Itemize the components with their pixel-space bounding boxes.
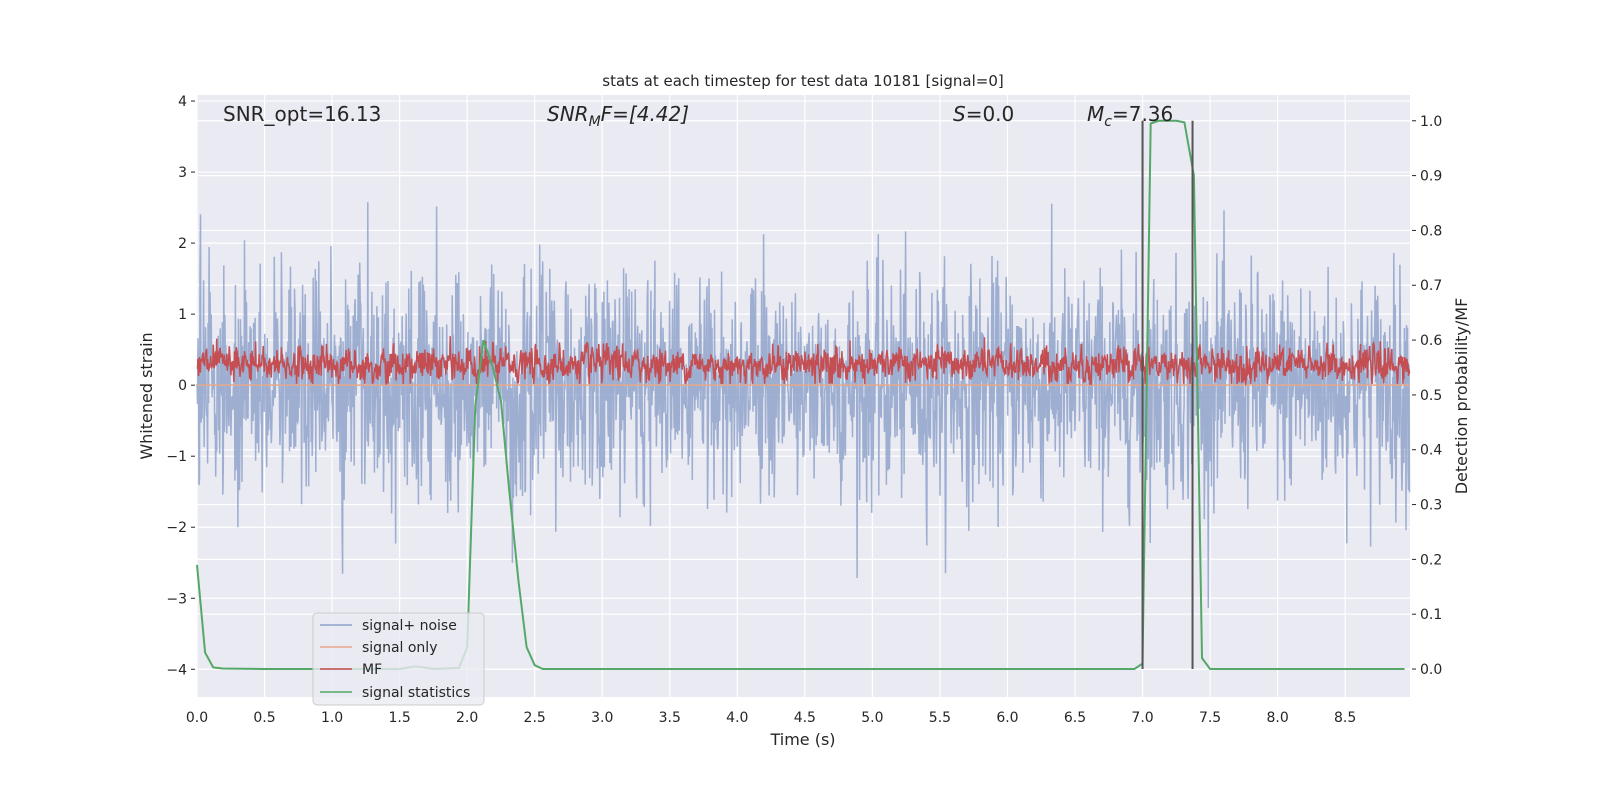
x-tick-label: 7.0 xyxy=(1131,710,1153,726)
x-tick-label: 1.0 xyxy=(321,710,343,726)
y-right-tick-label: 0.7 xyxy=(1420,278,1442,294)
legend-label-stats: signal statistics xyxy=(362,685,470,701)
x-tick-label: 1.5 xyxy=(388,710,410,726)
y-tick-label: 3 xyxy=(178,165,187,181)
y-tick-label: 0 xyxy=(178,378,187,394)
x-tick-label: 6.5 xyxy=(1064,710,1086,726)
series-mf xyxy=(196,336,1411,387)
y-tick-label: −1 xyxy=(166,449,187,465)
legend-label-signal: signal only xyxy=(362,640,437,656)
legend: signal+ noise signal only MF signal stat… xyxy=(312,612,485,706)
y-tick-label: −2 xyxy=(166,520,187,536)
y-right-tick-label: 0.9 xyxy=(1420,169,1442,185)
legend-label-mf: MF xyxy=(362,662,382,678)
y-tick-label: 1 xyxy=(178,307,187,323)
x-tick-label: 2.0 xyxy=(456,710,478,726)
y-tick-label: −3 xyxy=(166,591,187,607)
x-tick-label: 8.0 xyxy=(1266,710,1288,726)
y-right-tick-label: 0.6 xyxy=(1420,333,1442,349)
y-right-tick-label: 0.5 xyxy=(1420,388,1442,404)
y-right-tick-label: 0.0 xyxy=(1420,662,1442,678)
y-right-tick-label: 1.0 xyxy=(1420,114,1442,130)
x-axis-label: Time (s) xyxy=(769,730,835,749)
annotation-mc: Mc=7.36 xyxy=(1087,102,1173,130)
chart-title: stats at each timestep for test data 101… xyxy=(602,72,1003,90)
y-right-tick-label: 0.8 xyxy=(1420,223,1442,239)
x-tick-label: 0.0 xyxy=(186,710,208,726)
y-right-tick-label: 0.1 xyxy=(1420,607,1442,623)
x-tick-label: 3.5 xyxy=(659,710,681,726)
x-tick-label: 5.5 xyxy=(929,710,951,726)
x-tick-label: 5.0 xyxy=(861,710,883,726)
x-tick-label: 8.5 xyxy=(1334,710,1356,726)
y-axis-right-label: Detection probability/MF xyxy=(1452,298,1471,495)
y-axis-label: Whitened strain xyxy=(137,332,156,459)
x-tick-label: 2.5 xyxy=(524,710,546,726)
x-tick-label: 0.5 xyxy=(253,710,275,726)
x-tick-label: 4.0 xyxy=(726,710,748,726)
y-right-tick-label: 0.4 xyxy=(1420,443,1442,459)
y-tick-label: 2 xyxy=(178,236,187,252)
annotation-snr-mf: SNRMF=[4.42] xyxy=(547,102,689,130)
x-tick-label: 3.0 xyxy=(591,710,613,726)
x-tick-label: 4.5 xyxy=(794,710,816,726)
legend-label-noise: signal+ noise xyxy=(362,618,457,634)
legend-box xyxy=(312,612,485,706)
annotation-snr-opt: SNR_opt=16.13 xyxy=(223,102,381,126)
plot-series xyxy=(196,119,1411,671)
axes: 0.0 0.5 1.0 1.5 2.0 2.5 3.0 3.5 4.0 4.5 5.0 5.5 6.0 6… xyxy=(166,94,1442,726)
x-tick-label: 6.0 xyxy=(996,710,1018,726)
annotation-s: S=0.0 xyxy=(953,102,1014,126)
x-tick-label: 7.5 xyxy=(1199,710,1221,726)
y-right-tick-label: 0.2 xyxy=(1420,552,1442,568)
y-tick-label: −4 xyxy=(166,662,187,678)
y-tick-label: 4 xyxy=(178,94,187,110)
y-right-tick-label: 0.3 xyxy=(1420,498,1442,514)
